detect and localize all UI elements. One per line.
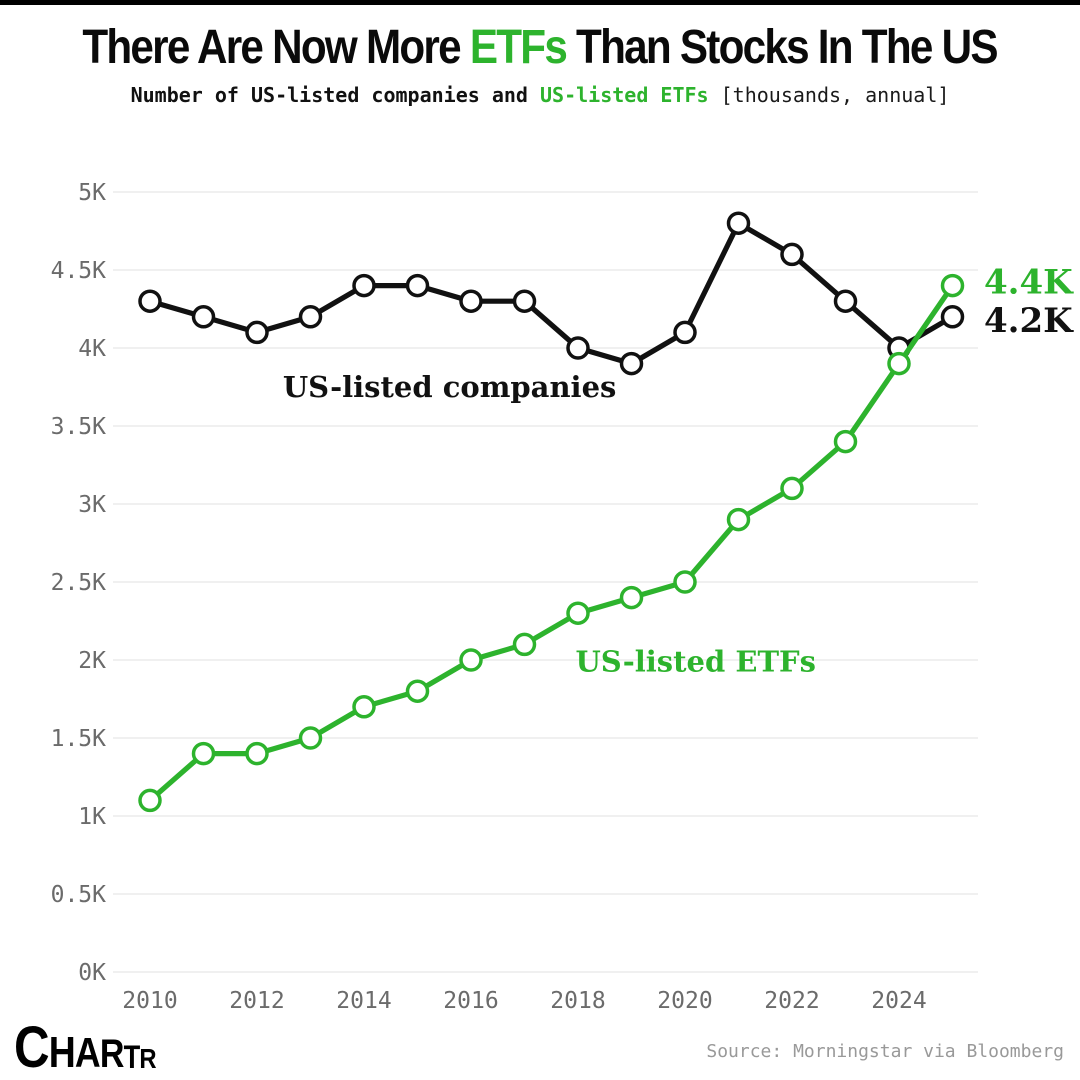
us-listed-companies-line [147, 220, 956, 367]
source-attribution: Source: Morningstar via Bloomberg [706, 1041, 1064, 1062]
y-tick-label: 4.5K [51, 258, 107, 284]
us-listed-companies-end-value-label: 4.2K [984, 301, 1074, 341]
x-tick-label: 2022 [764, 988, 819, 1014]
y-tick-label: 0K [78, 960, 106, 986]
us-listed-etfs-point-2012 [245, 741, 269, 766]
us-listed-etfs-point-2013 [298, 726, 323, 750]
logo-letter: R [99, 1031, 125, 1076]
us-listed-etfs-point-2020 [673, 570, 697, 594]
logo-letter: A [74, 1029, 101, 1077]
x-tick-label: 2024 [871, 988, 926, 1014]
chart-title-pre: There Are Now More [82, 21, 471, 74]
us-listed-etfs-point-2024 [887, 351, 911, 376]
us-listed-etfs-point-2019 [619, 585, 644, 610]
us-listed-etfs-point-2023 [833, 429, 858, 454]
x-tick-label: 2018 [550, 988, 605, 1014]
us-listed-companies-point-2013 [298, 305, 323, 329]
chart-title-accent-etfs: ETFs [470, 21, 568, 74]
us-listed-etfs-point-2017 [512, 632, 537, 657]
us-listed-etfs-series-label: US-listed ETFs [575, 645, 816, 679]
us-listed-companies-point-2012 [245, 320, 269, 345]
us-listed-companies-point-2017 [512, 289, 537, 313]
us-listed-etfs-line [147, 283, 956, 804]
us-listed-companies-point-2020 [673, 320, 697, 345]
y-tick-label: 1K [78, 804, 106, 830]
us-listed-etfs-point-2018 [566, 601, 590, 625]
us-listed-etfs-point-2025 [940, 273, 965, 298]
logo-letter: T [123, 1039, 141, 1076]
us-listed-etfs-point-2021 [726, 507, 751, 532]
us-listed-companies-point-2018 [566, 336, 590, 360]
x-tick-label: 2010 [122, 988, 177, 1014]
y-tick-label: 2.5K [51, 570, 107, 596]
y-tick-label: 2K [78, 648, 106, 674]
us-listed-companies-point-2022 [780, 242, 804, 267]
x-tick-label: 2014 [336, 988, 391, 1014]
us-listed-etfs-point-2022 [780, 476, 804, 501]
us-listed-etfs-point-2010 [138, 788, 162, 813]
us-listed-etfs-point-2011 [191, 741, 216, 766]
us-listed-companies-series-label: US-listed companies [283, 370, 617, 404]
chart-title: There Are Now More ETFs Than Stocks In T… [82, 21, 999, 75]
x-tick-label: 2012 [229, 988, 284, 1014]
us-listed-etfs-point-2015 [405, 679, 430, 703]
x-tick-label: 2020 [657, 988, 712, 1014]
chart-subtitle-unit-note: [thousands, annual] [708, 82, 950, 107]
us-listed-companies-point-2016 [459, 289, 483, 313]
chart-subtitle-accent-etfs: US-listed ETFs [540, 82, 709, 107]
top-border-bar [0, 0, 1080, 5]
logo-letter: C [14, 1014, 50, 1080]
chart-subtitle: Number of US-listed companies and US-lis… [0, 83, 1080, 107]
us-listed-companies-point-2025 [940, 305, 965, 329]
logo-letter: R [139, 1043, 156, 1075]
us-listed-companies-point-2015 [405, 273, 430, 298]
y-tick-label: 4K [78, 336, 106, 362]
y-tick-label: 0.5K [51, 882, 107, 908]
us-listed-companies-point-2021 [726, 211, 751, 235]
us-listed-companies-point-2019 [619, 351, 644, 376]
us-listed-etfs-point-2016 [459, 648, 483, 672]
chart-subtitle-pre: Number of US-listed companies and [130, 82, 540, 107]
us-listed-companies-point-2023 [833, 289, 858, 313]
us-listed-etfs-end-value-label: 4.4K [984, 263, 1074, 303]
logo-letter: H [48, 1027, 76, 1077]
chart-header: There Are Now More ETFs Than Stocks In T… [0, 21, 1080, 107]
us-listed-companies-point-2014 [352, 273, 376, 298]
y-tick-label: 3K [78, 492, 106, 518]
y-tick-label: 1.5K [51, 726, 107, 752]
x-tick-label: 2016 [443, 988, 498, 1014]
chart-title-post: Than Stocks In The US [566, 21, 998, 74]
us-listed-etfs-point-2014 [352, 695, 376, 719]
us-listed-companies-point-2010 [138, 289, 162, 313]
y-tick-label: 3.5K [51, 414, 107, 440]
us-listed-companies-point-2011 [191, 305, 216, 329]
y-tick-label: 5K [78, 180, 106, 206]
